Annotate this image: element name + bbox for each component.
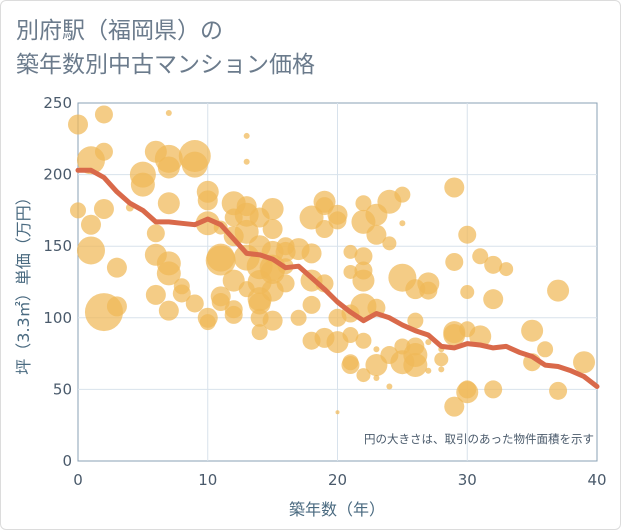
data-bubble bbox=[243, 158, 250, 165]
data-bubble bbox=[438, 366, 445, 373]
data-bubble bbox=[199, 314, 216, 331]
data-bubble bbox=[76, 236, 105, 265]
data-bubble bbox=[70, 202, 86, 219]
y-tick-label: 50 bbox=[53, 380, 72, 398]
data-bubble bbox=[335, 410, 340, 415]
data-bubble bbox=[276, 274, 295, 293]
data-bubble bbox=[444, 177, 465, 198]
bubble-size-note: 円の大きさは、取引のあった物件面積を示す bbox=[364, 432, 594, 446]
data-bubble bbox=[165, 110, 172, 117]
data-bubble bbox=[386, 383, 393, 390]
data-bubble bbox=[399, 220, 406, 227]
data-bubble bbox=[157, 156, 180, 179]
data-bubble bbox=[484, 255, 503, 274]
data-bubble bbox=[315, 220, 334, 239]
data-bubble bbox=[130, 172, 155, 197]
x-tick-label: 10 bbox=[198, 471, 217, 489]
data-bubble bbox=[157, 192, 180, 215]
data-bubble bbox=[262, 219, 283, 240]
data-bubble bbox=[521, 319, 544, 342]
chart-title-line2: 築年数別中古マンション価格 bbox=[16, 52, 315, 78]
trend-line bbox=[75, 167, 600, 389]
data-bubble bbox=[483, 289, 504, 310]
x-tick-label: 0 bbox=[73, 471, 83, 489]
data-bubble bbox=[93, 198, 114, 219]
y-tick-labels: 0 50 100 150 200 250 bbox=[43, 94, 72, 470]
data-bubble bbox=[382, 236, 397, 251]
data-bubble bbox=[181, 151, 208, 178]
data-bubble bbox=[355, 195, 372, 212]
data-bubble bbox=[222, 269, 245, 292]
data-bubble bbox=[328, 211, 347, 230]
data-bubble bbox=[301, 243, 322, 264]
data-bubble bbox=[419, 281, 438, 300]
data-bubble bbox=[407, 312, 424, 329]
data-bubble bbox=[458, 225, 477, 244]
data-bubble bbox=[460, 285, 475, 300]
data-bubble bbox=[251, 324, 268, 341]
chart-title: 別府駅（福岡県）の 築年数別中古マンション価格 bbox=[16, 14, 315, 82]
data-bubble bbox=[499, 262, 514, 277]
data-bubble bbox=[434, 352, 449, 367]
data-bubble bbox=[94, 105, 113, 124]
data-bubble bbox=[472, 248, 489, 265]
y-axis-label: 坪（3.3㎡）単価（万円） bbox=[14, 189, 33, 374]
data-bubble bbox=[197, 190, 218, 211]
data-bubble bbox=[547, 279, 570, 302]
data-bubble bbox=[573, 351, 596, 374]
data-bubble bbox=[373, 374, 380, 381]
data-bubble bbox=[146, 224, 165, 243]
data-bubble bbox=[343, 244, 358, 259]
data-bubble bbox=[367, 298, 386, 317]
chart-title-line1: 別府駅（福岡県）の bbox=[16, 18, 223, 44]
x-tick-label: 30 bbox=[458, 471, 477, 489]
data-bubble bbox=[342, 326, 359, 343]
y-tick-label: 0 bbox=[62, 452, 72, 470]
y-tick-label: 100 bbox=[43, 309, 72, 327]
data-bubble bbox=[355, 332, 372, 349]
data-bubble bbox=[445, 252, 464, 271]
data-bubble bbox=[80, 214, 101, 235]
x-tick-label: 20 bbox=[328, 471, 347, 489]
data-bubble bbox=[394, 186, 411, 203]
data-bubble bbox=[185, 294, 204, 313]
y-tick-label: 200 bbox=[43, 166, 72, 184]
data-bubble bbox=[484, 380, 503, 399]
data-bubble bbox=[156, 261, 181, 286]
x-tick-label: 40 bbox=[587, 471, 606, 489]
data-bubble bbox=[537, 341, 554, 358]
data-bubble bbox=[354, 247, 373, 266]
data-bubble bbox=[261, 197, 284, 220]
data-bubble bbox=[106, 296, 127, 317]
data-bubble bbox=[403, 353, 428, 378]
y-tick-label: 250 bbox=[43, 94, 72, 112]
y-tick-label: 150 bbox=[43, 237, 72, 255]
x-axis-label: 築年数（年） bbox=[289, 500, 385, 519]
data-bubble bbox=[352, 269, 375, 292]
data-bubble bbox=[205, 245, 236, 276]
data-bubble bbox=[302, 295, 321, 314]
data-bubble bbox=[290, 309, 307, 326]
data-bubble bbox=[68, 114, 88, 135]
data-bubble bbox=[425, 339, 432, 346]
data-bubble bbox=[458, 380, 477, 399]
data-bubble bbox=[224, 305, 243, 324]
data-bubble bbox=[444, 396, 465, 417]
data-bubble bbox=[243, 132, 250, 139]
data-bubble bbox=[173, 278, 190, 295]
data-bubble bbox=[262, 310, 283, 331]
data-bubble bbox=[342, 354, 359, 371]
data-bubble bbox=[94, 142, 113, 161]
data-bubble bbox=[366, 224, 387, 245]
data-bubble bbox=[145, 284, 166, 305]
data-bubble bbox=[373, 346, 380, 353]
x-tick-labels: 0 10 20 30 40 bbox=[73, 471, 606, 489]
data-bubble bbox=[195, 211, 220, 236]
data-bubble bbox=[158, 300, 179, 321]
data-bubble bbox=[549, 381, 568, 400]
data-bubble bbox=[106, 257, 127, 278]
data-bubble bbox=[425, 367, 432, 374]
data-bubble bbox=[356, 368, 371, 383]
